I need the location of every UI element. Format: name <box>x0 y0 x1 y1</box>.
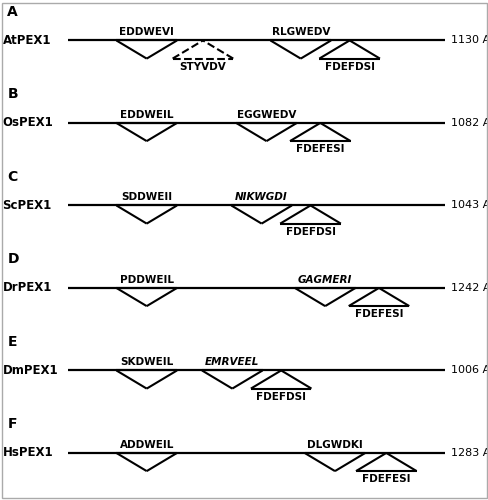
Text: 1242 AA: 1242 AA <box>450 283 488 293</box>
Text: ADDWEIL: ADDWEIL <box>119 440 174 450</box>
Text: FDEFDSI: FDEFDSI <box>324 62 374 72</box>
Text: 1283 AA: 1283 AA <box>450 448 488 458</box>
Text: HsPEX1: HsPEX1 <box>2 446 53 460</box>
Text: AtPEX1: AtPEX1 <box>2 34 51 47</box>
Text: EMRVEEL: EMRVEEL <box>204 357 259 367</box>
Text: FDEFESI: FDEFESI <box>354 310 403 320</box>
Text: ScPEX1: ScPEX1 <box>2 199 52 212</box>
Text: GAGMERI: GAGMERI <box>297 274 352 284</box>
Text: EDDWEVI: EDDWEVI <box>119 27 174 37</box>
Text: EGGWEDV: EGGWEDV <box>236 110 296 120</box>
Text: DmPEX1: DmPEX1 <box>2 364 58 377</box>
Text: DrPEX1: DrPEX1 <box>2 282 52 294</box>
Text: 1082 AA: 1082 AA <box>450 118 488 128</box>
Text: D: D <box>7 252 19 266</box>
Text: STYVDV: STYVDV <box>179 62 226 72</box>
Text: E: E <box>7 335 17 349</box>
Text: 1006 AA: 1006 AA <box>450 366 488 376</box>
Text: FDEFDSI: FDEFDSI <box>256 392 305 402</box>
Text: FDEFESI: FDEFESI <box>361 474 410 484</box>
Text: SDDWEII: SDDWEII <box>121 192 172 202</box>
Text: EDDWEIL: EDDWEIL <box>120 110 173 120</box>
Text: B: B <box>7 88 18 102</box>
Text: F: F <box>7 418 17 432</box>
Text: FDEFDSI: FDEFDSI <box>285 227 335 237</box>
Text: A: A <box>7 5 18 19</box>
Text: NIKWGDI: NIKWGDI <box>235 192 287 202</box>
Text: 1043 AA: 1043 AA <box>450 200 488 210</box>
Text: SKDWEIL: SKDWEIL <box>120 357 173 367</box>
Text: 1130 AA: 1130 AA <box>450 36 488 46</box>
Text: PDDWEIL: PDDWEIL <box>120 274 173 284</box>
Text: FDEFESI: FDEFESI <box>295 144 344 154</box>
Text: DLGWDKI: DLGWDKI <box>306 440 362 450</box>
Text: RLGWEDV: RLGWEDV <box>271 27 329 37</box>
Text: C: C <box>7 170 18 184</box>
Text: OsPEX1: OsPEX1 <box>2 116 53 130</box>
